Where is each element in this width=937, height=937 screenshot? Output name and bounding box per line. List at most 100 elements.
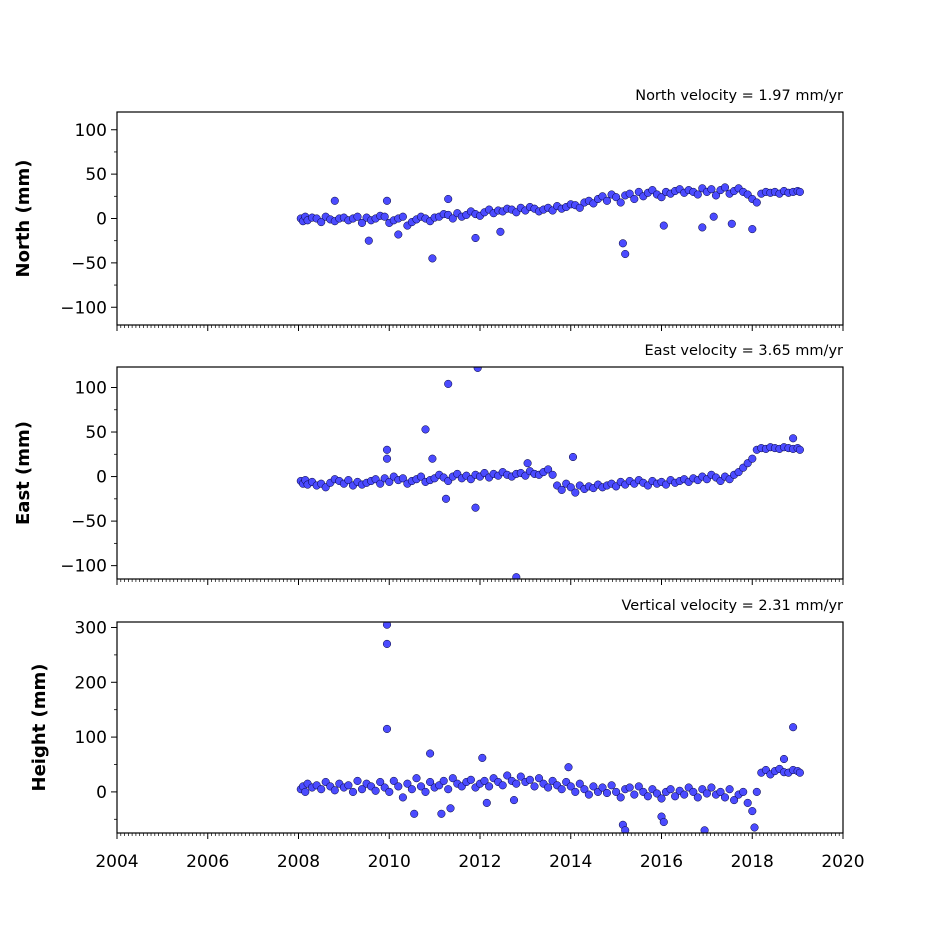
data-point [389,776,398,785]
y-tick-label: −50 [71,254,107,274]
data-point [748,454,757,463]
data-point [566,483,575,492]
data-point [380,212,389,221]
data-point [557,485,566,494]
data-point [707,783,716,792]
data-point [410,809,419,818]
data-point [748,225,757,234]
data-point [446,804,455,813]
data-point [382,196,392,205]
data-point [789,434,798,443]
data-point [693,793,702,802]
data-point [466,775,475,784]
data-point [680,790,689,799]
data-point [571,787,580,796]
data-point [496,227,505,236]
y-tick-label: 100 [75,378,107,398]
data-point [407,785,416,794]
data-point [426,777,435,787]
data-point [693,190,702,199]
data-point [625,189,634,198]
data-point [398,212,407,221]
data-point [482,798,491,807]
data-point [330,786,339,795]
data-point [666,785,675,794]
data-point [544,465,553,474]
data-point [568,452,578,462]
data-point [752,198,761,207]
y-tick-label: −50 [71,512,107,532]
data-point [575,203,584,212]
data-point [485,782,494,791]
data-point [564,763,573,772]
data-point [317,785,326,794]
data-point [789,723,798,732]
data-point [743,798,752,807]
data-point [795,187,804,196]
data-point [498,781,507,790]
data-point [566,782,575,791]
data-point [612,193,621,202]
data-point [382,724,392,733]
data-point [616,198,625,207]
data-point [607,781,616,790]
data-point [512,779,521,788]
y-tick-label: 100 [75,728,107,748]
y-tick-label: 100 [75,121,107,141]
data-point [317,218,326,227]
data-point [702,789,711,798]
data-point [441,494,451,503]
data-point [657,794,666,803]
data-point [426,749,435,758]
panel-2: 300 200 100 0 Vertical velocity = 2.31 mm/yr… [29,598,865,872]
data-point [795,768,804,777]
panel-0: 100 50 0 −50 −100 North velocity = 1.97 mm/yr… [13,88,844,331]
data-point [416,472,426,481]
y-tick-label: 50 [85,423,107,443]
data-point [525,775,534,784]
panel-title: East velocity = 3.65 mm/yr [644,343,843,359]
data-point [398,474,407,483]
data-point [382,639,392,648]
data-point [671,792,680,801]
y-axis-label: East (mm) [13,421,34,525]
data-point [439,776,448,785]
x-tick-label: 2016 [640,852,683,872]
data-point [534,774,544,783]
data-point [575,779,584,788]
data-point [412,774,421,783]
data-point [394,782,403,791]
y-tick-label: 0 [96,210,107,230]
x-tick-label: 2008 [277,852,320,872]
data-point [448,774,457,783]
data-point [357,218,367,227]
data-point [659,817,668,827]
data-point [421,425,430,434]
data-point [416,782,426,791]
data-point [444,785,453,794]
data-point [382,454,392,463]
data-point [444,379,453,388]
data-point [711,191,721,200]
data-point [618,239,627,248]
y-tick-label: −100 [60,298,107,318]
data-point [385,477,394,486]
data-point [659,221,668,230]
data-point [584,790,593,799]
data-point [795,445,804,454]
data-point [344,781,353,790]
data-point [516,772,525,781]
data-point [544,783,553,792]
data-point [779,754,789,764]
data-point [709,212,718,221]
data-point [503,771,512,780]
y-tick-label: 0 [96,468,107,488]
data-point [598,783,607,792]
data-point [523,459,532,468]
panel-title: North velocity = 1.97 mm/yr [635,88,843,104]
data-point [748,807,757,816]
data-point [471,233,480,243]
data-point [471,503,480,512]
data-point [437,809,446,818]
